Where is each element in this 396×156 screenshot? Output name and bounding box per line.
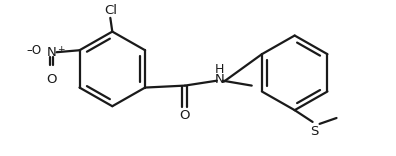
Text: Cl: Cl [104, 4, 117, 17]
Text: O: O [46, 73, 57, 86]
Text: N: N [47, 46, 57, 59]
Text: +: + [57, 45, 64, 54]
Text: O: O [180, 109, 190, 122]
Text: H: H [215, 63, 225, 76]
Text: N: N [215, 73, 225, 86]
Text: –O: –O [27, 44, 42, 57]
Text: S: S [310, 125, 319, 138]
